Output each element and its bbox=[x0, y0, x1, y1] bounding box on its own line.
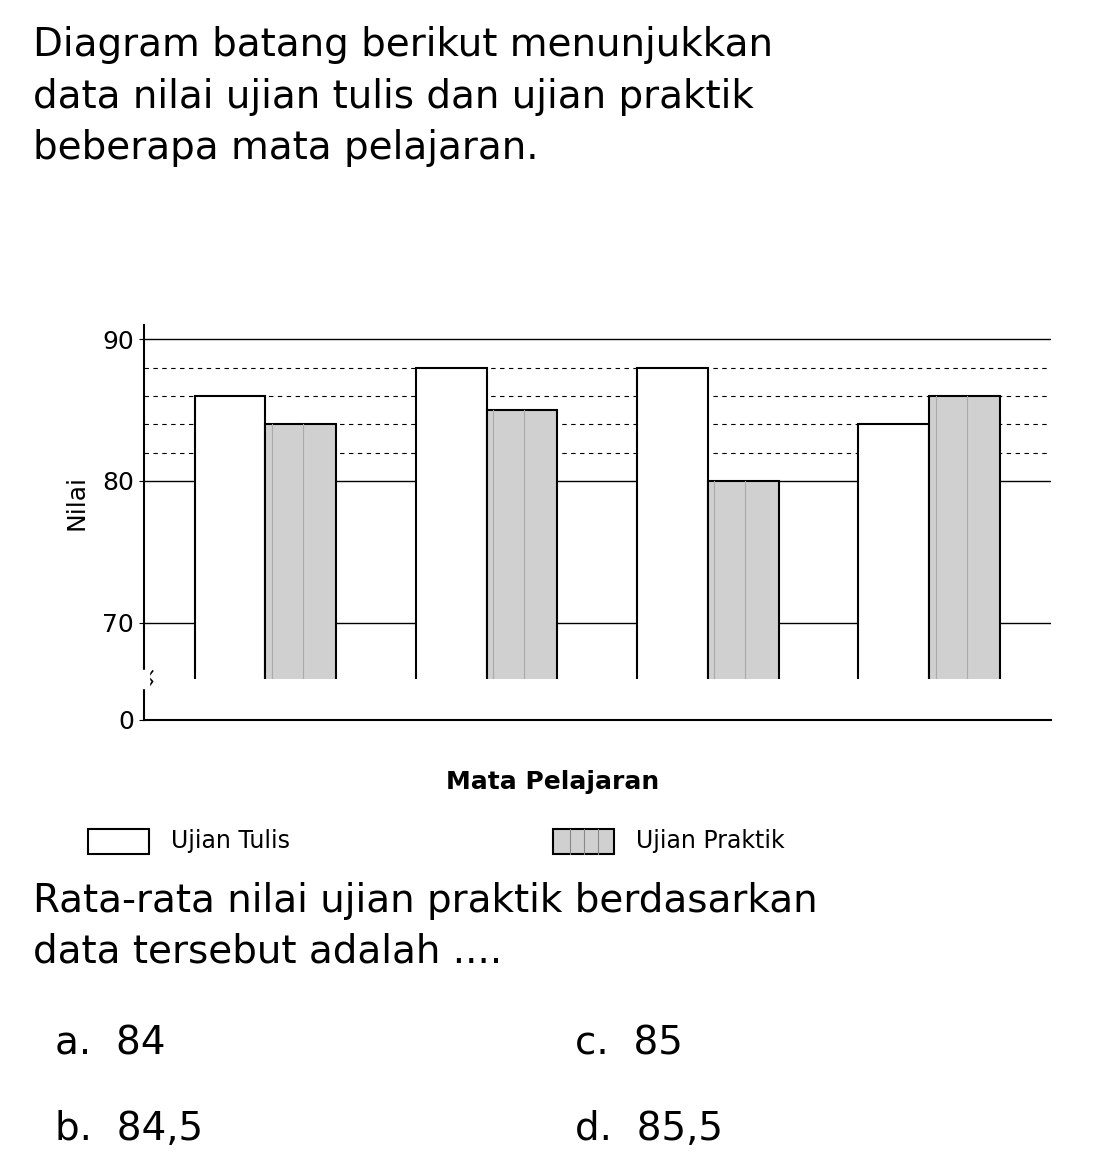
Text: Ujian Praktik: Ujian Praktik bbox=[636, 829, 784, 853]
Bar bbox=[708, 481, 779, 1161]
Bar bbox=[637, 368, 708, 1161]
Text: Rata-rata nilai ujian praktik berdasarkan
data tersebut adalah ....: Rata-rata nilai ujian praktik berdasarka… bbox=[33, 882, 817, 971]
Bar bbox=[858, 424, 929, 1161]
Y-axis label: Nilai: Nilai bbox=[64, 475, 88, 529]
Text: c.  85: c. 85 bbox=[575, 1024, 684, 1062]
Bar bbox=[265, 424, 336, 1161]
Bar bbox=[416, 368, 487, 1161]
Text: Mata Pelajaran: Mata Pelajaran bbox=[447, 770, 659, 794]
Text: b.  84,5: b. 84,5 bbox=[55, 1110, 204, 1148]
Bar bbox=[553, 829, 614, 853]
Text: Diagram batang berikut menunjukkan
data nilai ujian tulis dan ujian praktik
bebe: Diagram batang berikut menunjukkan data … bbox=[33, 26, 773, 167]
Bar bbox=[195, 396, 265, 1161]
Bar bbox=[929, 396, 1000, 1161]
Text: d.  85,5: d. 85,5 bbox=[575, 1110, 723, 1148]
Bar bbox=[88, 829, 149, 853]
Bar bbox=[487, 410, 557, 1161]
Text: a.  84: a. 84 bbox=[55, 1024, 166, 1062]
Text: Ujian Tulis: Ujian Tulis bbox=[171, 829, 291, 853]
